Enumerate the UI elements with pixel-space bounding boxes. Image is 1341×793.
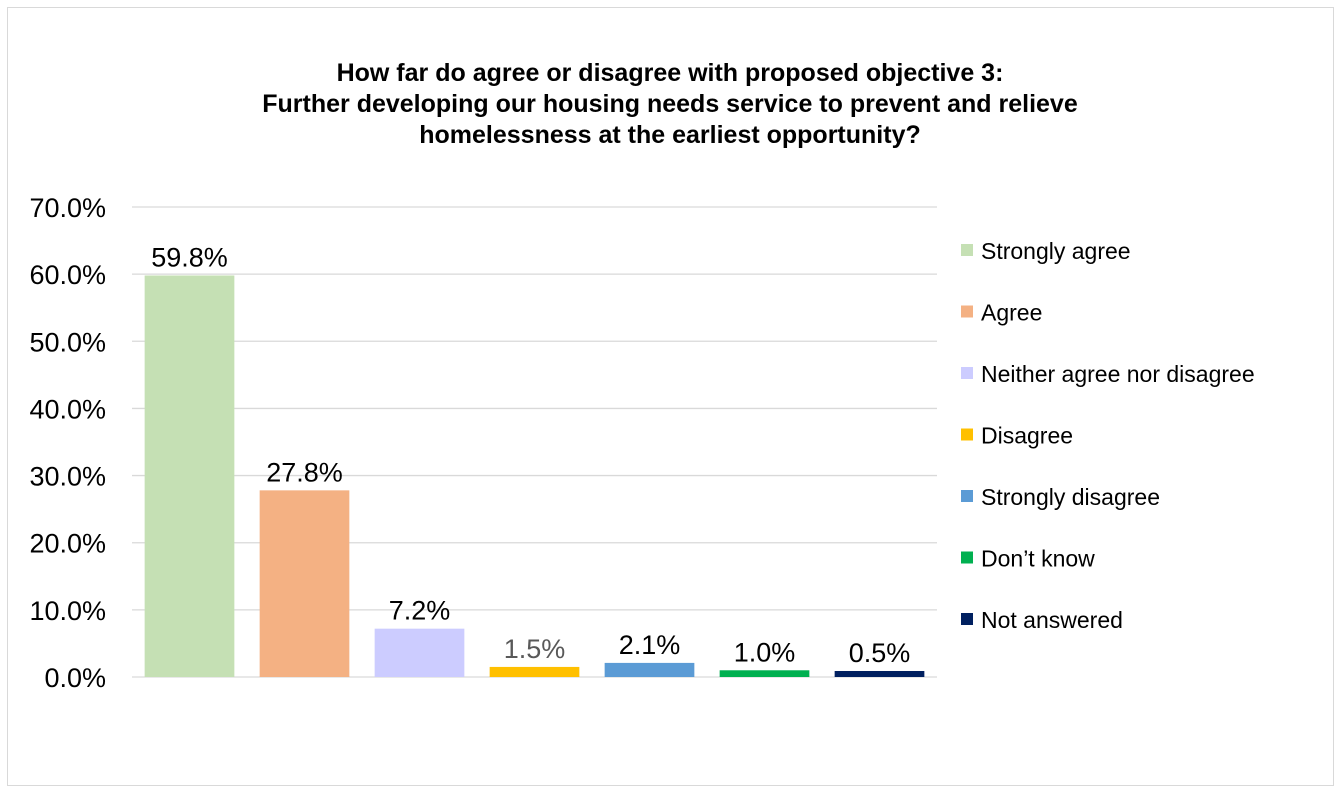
data-label: 27.8% <box>266 457 343 487</box>
legend-swatch <box>961 367 973 379</box>
bar <box>489 666 580 677</box>
legend-label: Neither agree nor disagree <box>981 361 1255 387</box>
y-tick-label: 10.0% <box>29 596 106 626</box>
y-tick-label: 50.0% <box>29 327 106 357</box>
bar <box>259 490 350 677</box>
bars <box>144 275 925 677</box>
legend-label: Disagree <box>981 423 1073 449</box>
bar <box>719 670 810 677</box>
y-tick-label: 40.0% <box>29 394 106 424</box>
legend-label: Strongly agree <box>981 238 1131 264</box>
gridlines <box>132 206 937 678</box>
y-axis-ticks: 0.0% 10.0% 20.0% 30.0% 40.0% 50.0% 60.0% 70.0% <box>29 193 106 693</box>
legend-label: Not answered <box>981 607 1123 633</box>
y-tick-label: 30.0% <box>29 462 106 492</box>
y-tick-label: 60.0% <box>29 260 106 290</box>
legend-swatch <box>961 305 973 318</box>
legend-label: Strongly disagree <box>981 484 1160 510</box>
legend-swatch <box>961 244 973 256</box>
data-label: 1.0% <box>734 637 796 667</box>
legend-swatch <box>961 551 973 564</box>
data-label: 0.5% <box>849 638 911 668</box>
legend-swatch <box>961 613 973 625</box>
data-label: 7.2% <box>389 596 451 626</box>
legend: Strongly agree Agree Neither agree nor dis… <box>961 238 1255 633</box>
bar <box>834 671 925 677</box>
data-label: 1.5% <box>504 634 566 664</box>
y-tick-label: 20.0% <box>29 529 106 559</box>
y-tick-label: 0.0% <box>44 663 106 693</box>
bar <box>604 662 695 677</box>
bar <box>374 628 465 677</box>
data-label: 2.1% <box>619 630 681 660</box>
y-tick-label: 70.0% <box>29 193 106 223</box>
chart-title: How far do agree or disagree with propos… <box>262 59 1078 149</box>
data-label: 59.8% <box>151 242 228 272</box>
bar <box>144 275 235 677</box>
legend-swatch <box>961 490 973 502</box>
legend-swatch <box>961 428 973 441</box>
legend-label: Agree <box>981 300 1042 326</box>
data-labels: 59.8% 27.8% 7.2% 1.5% 2.1% 1.0% 0.5% <box>151 242 910 668</box>
legend-label: Don’t know <box>981 546 1095 572</box>
